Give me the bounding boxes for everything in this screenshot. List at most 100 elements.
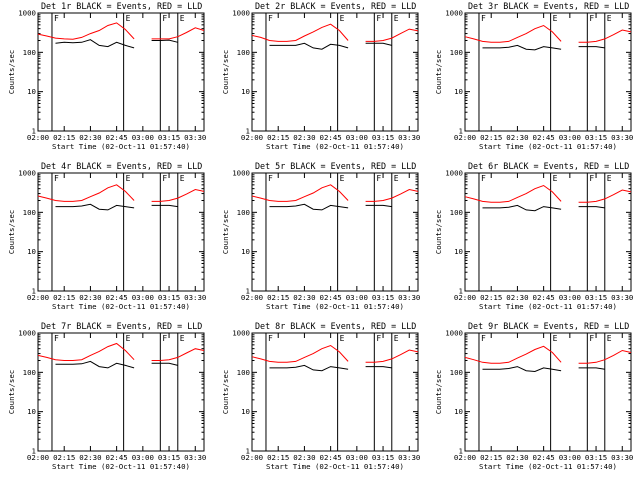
y-tick-label: 10: [27, 407, 36, 416]
flag-label: E: [126, 174, 131, 183]
chart-title: Det 2r BLACK = Events, RED = LLD: [255, 1, 416, 11]
x-tick-label: 03:15: [585, 133, 607, 142]
x-tick-label: 03:00: [559, 133, 581, 142]
flag-label: F: [162, 14, 167, 23]
x-axis-label: Start Time (02-Oct-11 01:57:40): [479, 142, 617, 151]
plot-frame: [251, 12, 419, 132]
y-tick-label: 100: [237, 368, 250, 377]
x-tick-label: 02:30: [506, 133, 528, 142]
y-tick-label: 1: [32, 447, 36, 456]
y-tick-label: 1: [246, 447, 250, 456]
flag-label: E: [607, 14, 612, 23]
series-line-events: [55, 203, 178, 211]
x-tick-label: 02:45: [533, 453, 555, 462]
x-tick-label: 02:00: [454, 453, 476, 462]
chart-panel-4: Det 4r BLACK = Events, RED = LLD 1 10 100 10…: [7, 161, 206, 311]
series-line-lld: [37, 22, 205, 40]
x-tick-label: 03:00: [346, 133, 368, 142]
x-axis-label: Start Time (02-Oct-11 01:57:40): [479, 462, 617, 471]
chart-title: Det 3r BLACK = Events, RED = LLD: [468, 1, 629, 11]
y-tick-label: 1000: [445, 9, 463, 18]
chart-title: Det 6r BLACK = Events, RED = LLD: [468, 161, 629, 171]
y-axis-label: Counts/sec: [7, 210, 16, 255]
x-tick-label: 02:30: [506, 453, 528, 462]
flag-label: E: [340, 334, 345, 343]
series-line-events: [269, 364, 392, 372]
x-tick-label: 03:00: [132, 453, 154, 462]
plot-frame: [37, 332, 205, 452]
x-tick-label: 03:15: [585, 293, 607, 302]
y-tick-label: 1000: [232, 329, 250, 338]
x-tick-label: 03:00: [346, 293, 368, 302]
chart-panel-1: Det 1r BLACK = Events, RED = LLD 1 10 100 10…: [7, 1, 206, 151]
y-tick-label: 100: [237, 208, 250, 217]
y-axis-label: Counts/sec: [7, 370, 16, 415]
y-tick-label: 10: [454, 87, 463, 96]
flag-label: F: [589, 174, 594, 183]
x-tick-label: 02:30: [293, 293, 315, 302]
series-line-events: [482, 366, 605, 373]
series-line-events: [269, 42, 392, 50]
y-tick-label: 100: [23, 368, 36, 377]
series-line-lld: [464, 184, 632, 203]
flag-label: F: [376, 334, 381, 343]
flag-label: F: [162, 174, 167, 183]
y-tick-label: 10: [454, 407, 463, 416]
x-tick-label: 02:15: [480, 293, 502, 302]
y-tick-label: 1000: [232, 169, 250, 178]
flag-label: E: [180, 14, 185, 23]
y-tick-label: 1000: [18, 9, 36, 18]
series-line-events: [55, 39, 178, 49]
x-tick-label: 02:15: [267, 453, 289, 462]
chart-title: Det 5r BLACK = Events, RED = LLD: [255, 161, 416, 171]
x-tick-label: 02:00: [241, 453, 263, 462]
y-axis-label: Counts/sec: [434, 210, 443, 255]
flag-label: E: [553, 14, 558, 23]
flag-label: F: [54, 174, 59, 183]
plot-frame: [464, 332, 632, 452]
x-tick-label: 02:30: [79, 453, 101, 462]
x-tick-label: 02:15: [267, 293, 289, 302]
y-tick-label: 10: [241, 407, 250, 416]
series-line-lld: [464, 24, 632, 43]
flag-label: E: [180, 334, 185, 343]
x-tick-label: 02:30: [293, 453, 315, 462]
y-tick-label: 1: [32, 127, 36, 136]
flag-label: E: [126, 14, 131, 23]
x-tick-label: 03:30: [184, 293, 206, 302]
x-tick-label: 02:15: [53, 293, 75, 302]
x-tick-label: 03:30: [611, 133, 633, 142]
flag-label: E: [394, 334, 399, 343]
series-line-events: [482, 204, 605, 212]
y-tick-label: 1000: [18, 329, 36, 338]
y-tick-label: 1000: [445, 169, 463, 178]
x-tick-label: 02:30: [79, 293, 101, 302]
x-tick-label: 03:00: [132, 133, 154, 142]
x-tick-label: 03:30: [611, 453, 633, 462]
x-tick-label: 02:15: [53, 453, 75, 462]
series-line-lld: [464, 345, 632, 364]
y-tick-label: 100: [450, 368, 463, 377]
plot-frame: [37, 172, 205, 292]
x-tick-label: 02:00: [27, 293, 49, 302]
x-tick-label: 02:00: [241, 293, 263, 302]
y-tick-label: 10: [27, 247, 36, 256]
y-axis-label: Counts/sec: [221, 370, 230, 415]
x-tick-label: 03:30: [398, 453, 420, 462]
plot-frame: [251, 332, 419, 452]
series-line-lld: [251, 23, 419, 42]
series-line-lld: [37, 342, 205, 361]
x-axis-label: Start Time (02-Oct-11 01:57:40): [479, 302, 617, 311]
x-tick-label: 02:45: [106, 133, 128, 142]
x-tick-label: 03:30: [184, 133, 206, 142]
flag-label: F: [376, 14, 381, 23]
plot-frame: [464, 172, 632, 292]
y-tick-label: 10: [241, 87, 250, 96]
y-tick-label: 1: [459, 127, 463, 136]
x-tick-label: 02:45: [533, 293, 555, 302]
x-tick-label: 02:15: [480, 133, 502, 142]
plot-frame: [464, 12, 632, 132]
x-tick-label: 02:45: [320, 133, 342, 142]
y-axis-label: Counts/sec: [434, 50, 443, 95]
